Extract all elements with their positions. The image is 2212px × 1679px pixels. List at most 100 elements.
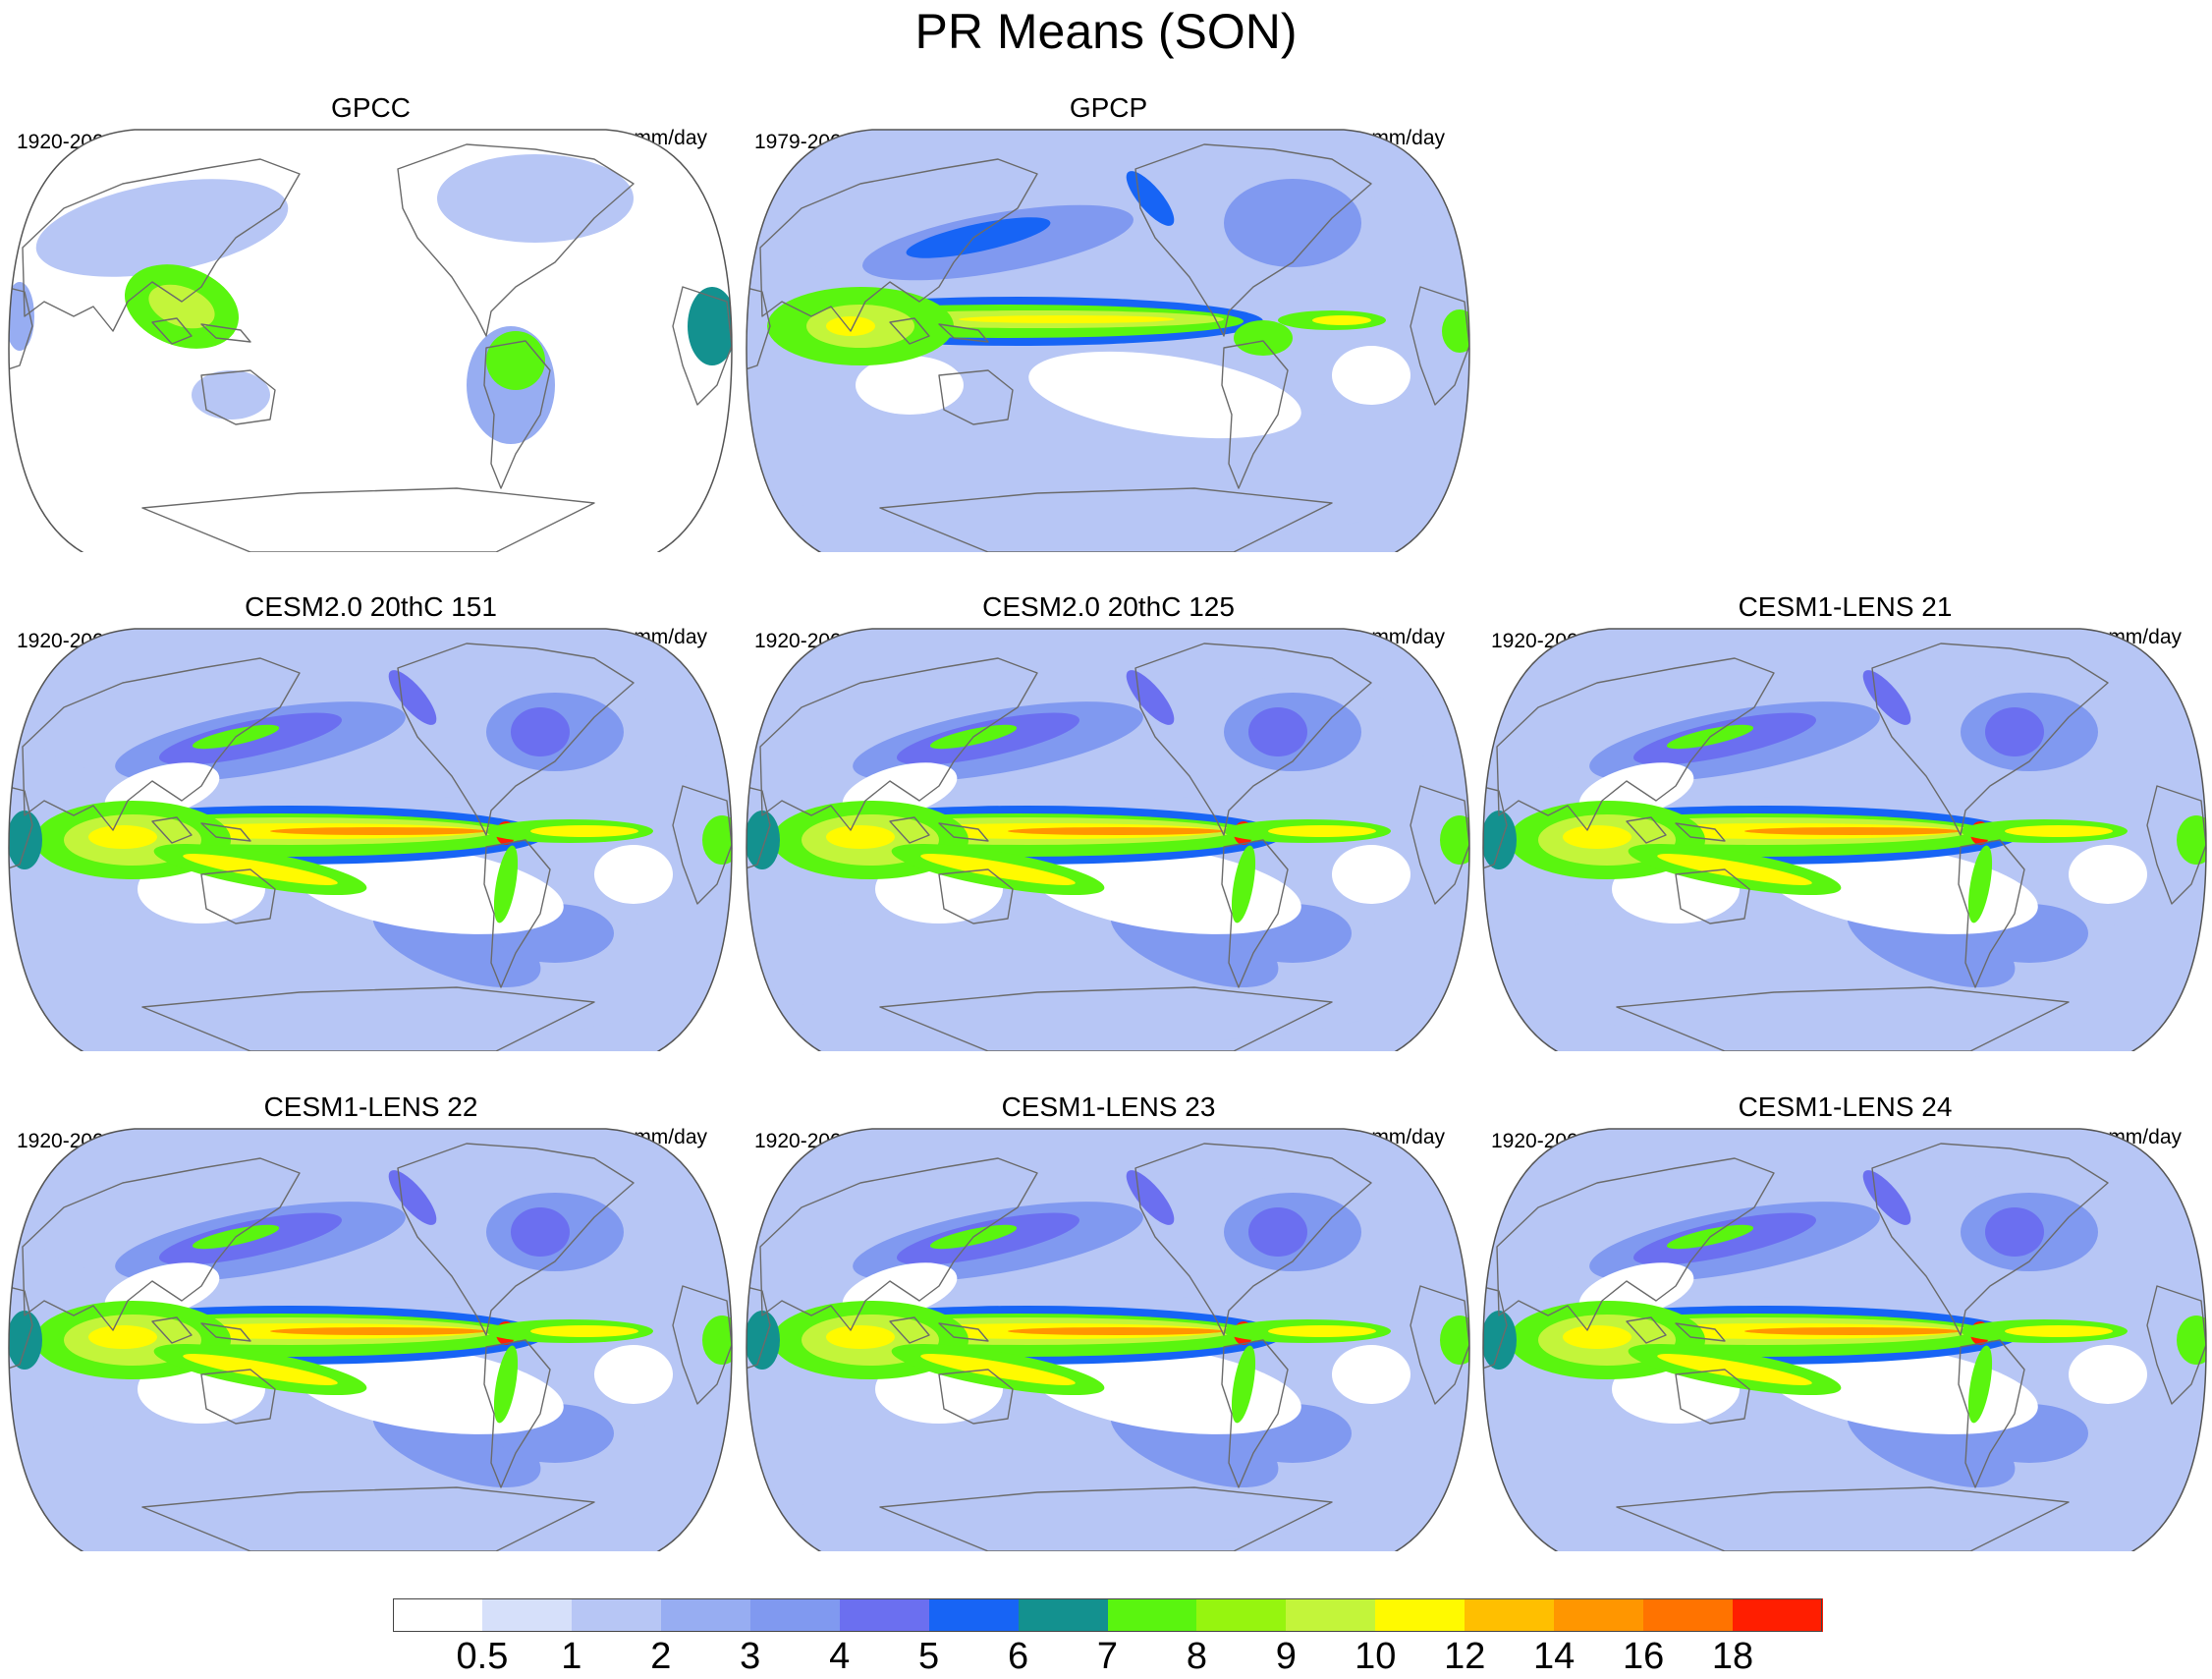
precip-field	[9, 670, 732, 1044]
colorbar-swatch	[571, 1598, 662, 1632]
map-border	[8, 129, 733, 552]
colorbar-swatch	[1554, 1598, 1644, 1632]
colorbar-tick-label: 7	[1096, 1636, 1119, 1677]
panel-title: GPCP	[1069, 92, 1148, 123]
coastline	[9, 286, 33, 371]
coastline	[1496, 1157, 1775, 1331]
precip-contour	[1744, 827, 1961, 835]
coastline	[1616, 986, 2070, 1051]
coastline	[151, 816, 193, 844]
coastline	[1134, 643, 1372, 836]
precip-field	[9, 154, 732, 444]
coastline	[879, 986, 1333, 1051]
coastlines	[9, 643, 732, 1051]
precip-contour	[2005, 825, 2113, 837]
precip-field	[9, 1170, 732, 1544]
map-panel-cesm1-lens-24: CESM1-LENS 24 1920-2002 mm/day	[1479, 1090, 2211, 1551]
precip-contour	[1967, 845, 1993, 923]
precip-contour	[1332, 1345, 1410, 1404]
precip-contour	[1332, 346, 1410, 405]
coastlines	[747, 1143, 1469, 1551]
precip-contour	[88, 825, 157, 849]
coastline	[879, 1486, 1333, 1551]
precip-contour	[1744, 1327, 1961, 1335]
precip-contour	[826, 825, 895, 849]
precip-contour	[2177, 1315, 2206, 1365]
colorbar-tick-label: 10	[1355, 1636, 1397, 1677]
coastline	[2146, 1285, 2206, 1405]
colorbar-swatch	[393, 1598, 483, 1632]
coastline	[938, 822, 989, 842]
precip-contour	[1248, 707, 1307, 756]
precip-contour	[9, 1311, 42, 1370]
coastline	[141, 487, 595, 552]
precip-contour	[747, 811, 780, 869]
map-panel-gpcc: GPCC 1920-2002 mm/day	[5, 90, 737, 552]
coastline	[397, 1143, 635, 1336]
coastline	[1675, 1322, 1726, 1342]
precip-contour	[1440, 1315, 1469, 1365]
coastline	[672, 286, 732, 406]
map-border	[746, 1128, 1470, 1551]
coastline	[938, 369, 1014, 425]
precip-contour	[594, 845, 673, 904]
coastline	[747, 1285, 771, 1371]
precip-map	[8, 129, 733, 552]
precip-contour	[1234, 320, 1293, 356]
coastline	[200, 323, 251, 343]
precip-contour	[1440, 815, 1469, 865]
colorbar-tick-label: 6	[1007, 1636, 1029, 1677]
precip-field	[747, 670, 1469, 1044]
colorbar-tick-label: 0.5	[456, 1636, 509, 1677]
precip-map	[1482, 628, 2207, 1051]
coastline	[1221, 839, 1289, 988]
colorbar-tick-label: 16	[1622, 1636, 1665, 1677]
panel-title: GPCC	[331, 92, 411, 123]
coastline	[889, 317, 930, 345]
coastline	[1483, 785, 1508, 870]
coastline	[1221, 1339, 1289, 1488]
map-border	[746, 129, 1470, 552]
coastline	[9, 1285, 33, 1371]
precip-map	[8, 628, 733, 1051]
colorbar-swatch	[1107, 1598, 1197, 1632]
precip-field	[747, 1170, 1469, 1544]
coastline	[938, 868, 1014, 924]
coastline	[22, 657, 301, 831]
colorbar-tick-label: 5	[918, 1636, 940, 1677]
precip-contour	[1008, 1327, 1224, 1335]
precip-contour	[702, 815, 732, 865]
colorbar-swatch	[481, 1598, 573, 1632]
precip-contour	[1332, 845, 1410, 904]
panel-title: CESM1-LENS 21	[1738, 591, 1953, 622]
coastline	[483, 340, 551, 489]
precip-contour	[1028, 351, 1301, 439]
coastline	[1496, 657, 1775, 831]
precip-contour	[1248, 1207, 1307, 1257]
coastline	[22, 158, 301, 332]
colorbar-swatch	[839, 1598, 930, 1632]
coastline	[1675, 1369, 1750, 1425]
coastline	[672, 785, 732, 905]
coastline	[2146, 785, 2206, 905]
coastline	[1410, 785, 1469, 905]
precip-contour	[826, 1325, 895, 1349]
precip-contour	[1862, 1170, 1911, 1225]
precip-map	[746, 129, 1470, 552]
colorbar-swatch	[749, 1598, 841, 1632]
precip-contour	[1126, 1170, 1175, 1225]
map-border	[8, 628, 733, 1051]
colorbar: 0.5 1 2 3 4 5 6 7 8 9 10 12 14 16 18	[393, 1598, 1823, 1677]
precip-contour	[1268, 1325, 1376, 1337]
precip-contour	[920, 854, 1076, 885]
colorbar-swatch	[1643, 1598, 1734, 1632]
precip-contour	[1862, 670, 1911, 725]
colorbar-tick-label: 9	[1275, 1636, 1297, 1677]
colorbar-swatch	[1375, 1598, 1465, 1632]
precip-contour	[1231, 845, 1256, 923]
precip-contour	[2069, 845, 2147, 904]
coastline	[759, 158, 1038, 332]
precip-contour	[486, 331, 545, 390]
precip-contour	[437, 154, 634, 243]
coastline	[1871, 643, 2109, 836]
